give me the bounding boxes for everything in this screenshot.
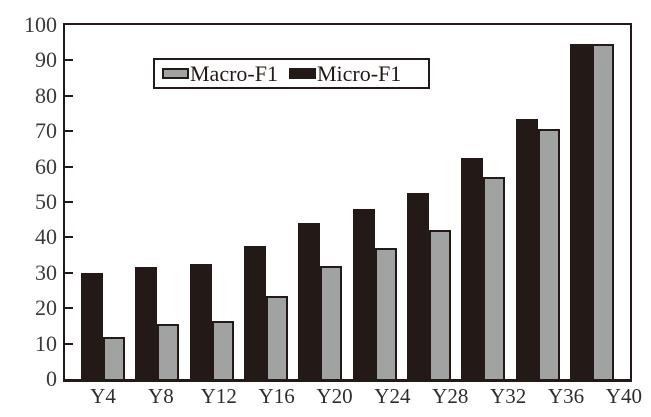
micro-f1-bar bbox=[515, 119, 538, 379]
y-tick-label: 50 bbox=[35, 189, 57, 214]
y-tick-label: 0 bbox=[46, 366, 57, 391]
y-tick-label: 30 bbox=[35, 259, 57, 285]
y-tick-mark bbox=[65, 165, 73, 168]
legend-item: Micro-F1 bbox=[288, 60, 402, 87]
y-tick-mark bbox=[65, 94, 73, 97]
chart-legend: Macro-F1 Micro-F1 bbox=[153, 58, 430, 89]
bar-group-y4 bbox=[81, 273, 125, 379]
bar-group-y24 bbox=[352, 209, 397, 379]
y-tick-mark bbox=[65, 307, 73, 310]
x-tick-label: Y40 bbox=[605, 384, 642, 408]
micro-f1-bar bbox=[352, 209, 375, 379]
y-tick-label: 90 bbox=[35, 47, 57, 73]
micro-f1-swatch-icon bbox=[288, 68, 316, 79]
bar-group-y40 bbox=[569, 44, 614, 379]
x-tick-label: Y8 bbox=[148, 384, 174, 408]
macro-f1-bar bbox=[537, 129, 560, 379]
legend-label: Macro-F1 bbox=[190, 60, 278, 86]
x-tick-label: Y4 bbox=[90, 384, 116, 408]
y-tick-label: 40 bbox=[35, 224, 57, 250]
bar-group-y32 bbox=[461, 158, 506, 379]
x-tick-label: Y36 bbox=[547, 384, 585, 408]
macro-f1-bar bbox=[483, 177, 506, 379]
x-tick-label: Y32 bbox=[490, 384, 527, 408]
micro-f1-bar bbox=[135, 267, 158, 379]
y-tick-mark bbox=[65, 201, 73, 203]
y-tick-mark bbox=[65, 236, 73, 239]
y-tick-label: 80 bbox=[35, 82, 57, 108]
bar-group-y28 bbox=[406, 193, 451, 379]
y-tick-mark bbox=[65, 59, 73, 62]
micro-f1-bar bbox=[189, 264, 212, 379]
bar-group-y36 bbox=[515, 119, 560, 379]
bar-group-y8 bbox=[135, 267, 180, 379]
bar-group-y16 bbox=[243, 246, 288, 379]
macro-f1-bar bbox=[591, 44, 614, 379]
macro-f1-bar bbox=[211, 321, 234, 379]
micro-f1-bar bbox=[461, 158, 484, 379]
legend-label: Micro-F1 bbox=[316, 60, 402, 86]
bar-group-y12 bbox=[189, 264, 234, 379]
micro-f1-bar bbox=[406, 193, 429, 379]
micro-f1-bar bbox=[298, 223, 321, 379]
x-tick-label: Y28 bbox=[432, 384, 469, 408]
micro-f1-bar bbox=[243, 246, 266, 379]
micro-f1-bar bbox=[569, 44, 592, 379]
y-tick-label: 100 bbox=[24, 12, 57, 37]
bar-group-y20 bbox=[298, 223, 343, 379]
x-tick-label: Y24 bbox=[374, 384, 411, 408]
x-tick-label: Y20 bbox=[316, 384, 353, 408]
bars-row bbox=[65, 25, 630, 379]
x-axis-labels: Y4 Y8 Y12 Y16 Y20 Y24 Y28 Y32 Y36 Y40 bbox=[65, 384, 651, 408]
macro-f1-swatch-icon bbox=[162, 68, 189, 79]
y-tick-label: 60 bbox=[35, 153, 57, 179]
y-tick-label: 10 bbox=[35, 330, 57, 356]
y-tick-label: 70 bbox=[35, 118, 57, 144]
micro-f1-bar bbox=[81, 273, 103, 379]
legend-item: Macro-F1 bbox=[162, 61, 278, 87]
macro-f1-bar bbox=[428, 230, 451, 379]
macro-f1-bar bbox=[374, 248, 397, 379]
y-tick-mark bbox=[65, 271, 73, 274]
plot-area: Macro-F1 Micro-F1 bbox=[63, 23, 632, 382]
macro-f1-bar bbox=[157, 324, 180, 379]
macro-f1-bar bbox=[320, 266, 343, 379]
x-tick-label: Y16 bbox=[258, 384, 295, 408]
y-tick-mark bbox=[65, 130, 73, 133]
y-tick-mark bbox=[65, 342, 73, 345]
y-tick-label: 20 bbox=[35, 295, 57, 321]
macro-f1-bar bbox=[265, 296, 288, 379]
x-tick-label: Y12 bbox=[200, 384, 237, 408]
macro-f1-bar bbox=[103, 337, 125, 379]
